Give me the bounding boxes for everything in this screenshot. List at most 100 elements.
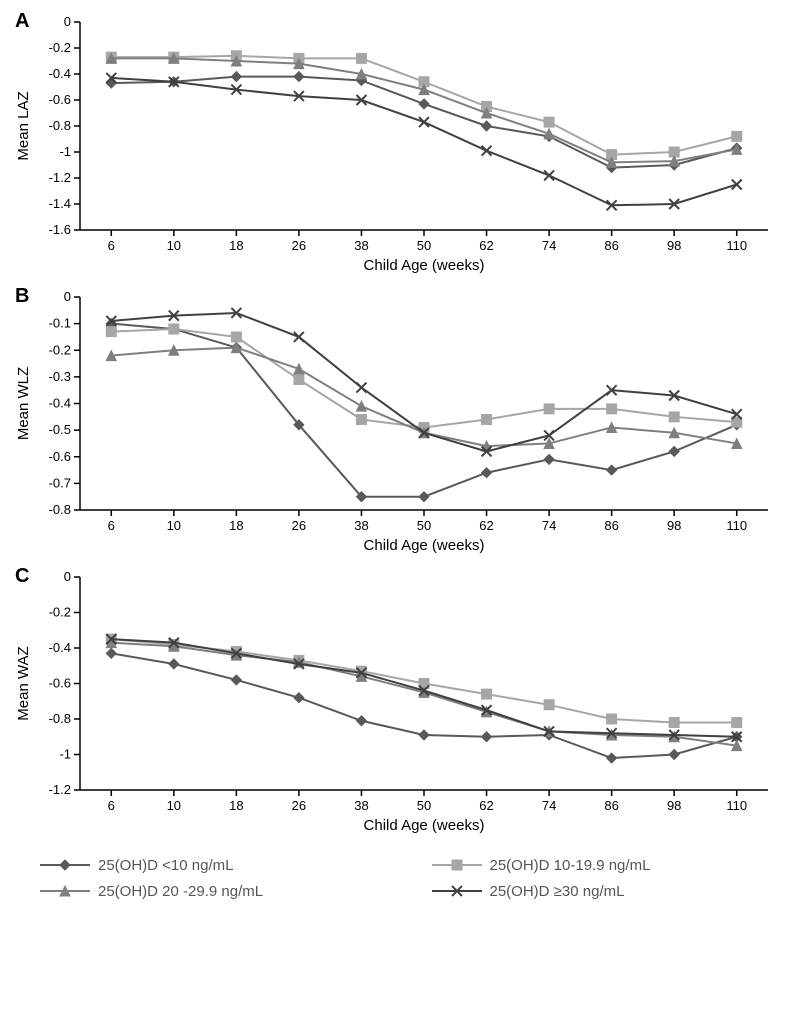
series-marker-s2 bbox=[544, 117, 554, 127]
y-tick-label: 0 bbox=[64, 14, 71, 29]
panel-B: B0-0.1-0.2-0.3-0.4-0.5-0.6-0.7-0.8610182… bbox=[10, 285, 783, 560]
series-line-s3 bbox=[111, 58, 736, 162]
x-tick-label: 98 bbox=[667, 238, 681, 253]
y-tick-label: -0.8 bbox=[49, 118, 71, 133]
figure-container: A0-0.2-0.4-0.6-0.8-1-1.2-1.4-1.661018263… bbox=[10, 10, 783, 901]
y-tick-label: -0.4 bbox=[49, 66, 71, 81]
series-marker-s1 bbox=[669, 750, 679, 760]
legend-label: 25(OH)D ≥30 ng/mL bbox=[490, 883, 625, 900]
x-tick-label: 50 bbox=[417, 238, 431, 253]
x-tick-label: 98 bbox=[667, 798, 681, 813]
chart-svg-B: 0-0.1-0.2-0.3-0.4-0.5-0.6-0.7-0.86101826… bbox=[10, 285, 783, 560]
series-marker-s2 bbox=[669, 412, 679, 422]
x-tick-label: 38 bbox=[354, 798, 368, 813]
series-marker-s1 bbox=[169, 659, 179, 669]
legend-item-s1: 25(OH)D <10 ng/mL bbox=[40, 855, 392, 875]
series-marker-s1 bbox=[607, 753, 617, 763]
x-tick-label: 86 bbox=[604, 238, 618, 253]
x-tick-label: 26 bbox=[292, 518, 306, 533]
series-marker-s1 bbox=[294, 693, 304, 703]
x-tick-label: 18 bbox=[229, 238, 243, 253]
y-tick-label: -1.2 bbox=[49, 782, 71, 797]
x-tick-label: 6 bbox=[108, 798, 115, 813]
legend-marker-s3 bbox=[40, 881, 90, 901]
x-tick-label: 10 bbox=[167, 238, 181, 253]
panel-label-C: C bbox=[15, 565, 29, 588]
chart-svg-C: 0-0.2-0.4-0.6-0.8-1-1.261018263850627486… bbox=[10, 565, 783, 840]
series-marker-s4 bbox=[732, 180, 742, 190]
series-marker-s3 bbox=[356, 401, 366, 411]
y-tick-label: -0.2 bbox=[49, 605, 71, 620]
x-tick-label: 62 bbox=[479, 518, 493, 533]
y-axis-title: Mean WLZ bbox=[15, 367, 32, 440]
y-tick-label: -0.7 bbox=[49, 475, 71, 490]
x-tick-label: 18 bbox=[229, 798, 243, 813]
y-axis-title: Mean LAZ bbox=[15, 91, 32, 160]
x-tick-label: 6 bbox=[108, 238, 115, 253]
series-marker-s2 bbox=[169, 324, 179, 334]
series-marker-s1 bbox=[106, 78, 116, 88]
legend-marker-s2 bbox=[432, 855, 482, 875]
series-marker-s2 bbox=[356, 414, 366, 424]
y-tick-label: -0.6 bbox=[49, 676, 71, 691]
legend-item-s3: 25(OH)D 20 -29.9 ng/mL bbox=[40, 881, 392, 901]
series-marker-s1 bbox=[669, 446, 679, 456]
x-tick-label: 50 bbox=[417, 798, 431, 813]
x-tick-label: 38 bbox=[354, 238, 368, 253]
series-marker-s2 bbox=[544, 404, 554, 414]
series-marker-s3 bbox=[544, 129, 554, 139]
series-marker-s1 bbox=[419, 99, 429, 109]
y-tick-label: -0.4 bbox=[49, 396, 71, 411]
series-marker-s1 bbox=[482, 468, 492, 478]
y-tick-label: -0.8 bbox=[49, 502, 71, 517]
y-tick-label: -0.6 bbox=[49, 449, 71, 464]
series-marker-s1 bbox=[294, 72, 304, 82]
series-marker-s2 bbox=[544, 700, 554, 710]
series-line-s1 bbox=[111, 653, 736, 758]
series-marker-s1 bbox=[544, 454, 554, 464]
legend: 25(OH)D <10 ng/mL 25(OH)D 10-19.9 ng/mL … bbox=[10, 855, 783, 901]
series-marker-s4 bbox=[356, 383, 366, 393]
x-tick-label: 110 bbox=[726, 238, 747, 253]
series-marker-s1 bbox=[419, 730, 429, 740]
legend-marker-s1 bbox=[40, 855, 90, 875]
legend-marker-s4 bbox=[432, 881, 482, 901]
y-tick-label: -1 bbox=[59, 144, 71, 159]
y-tick-label: 0 bbox=[64, 289, 71, 304]
series-marker-s3 bbox=[294, 364, 304, 374]
series-marker-s4 bbox=[419, 117, 429, 127]
series-marker-s2 bbox=[482, 689, 492, 699]
y-tick-label: -1.4 bbox=[49, 196, 71, 211]
y-axis-title: Mean WAZ bbox=[15, 646, 32, 720]
series-marker-s2 bbox=[106, 327, 116, 337]
y-tick-label: -0.6 bbox=[49, 92, 71, 107]
series-line-s4 bbox=[111, 78, 736, 205]
x-tick-label: 62 bbox=[479, 798, 493, 813]
series-marker-s2 bbox=[732, 131, 742, 141]
x-tick-label: 26 bbox=[292, 798, 306, 813]
series-marker-s2 bbox=[356, 53, 366, 63]
y-tick-label: 0 bbox=[64, 569, 71, 584]
y-tick-label: -0.3 bbox=[49, 369, 71, 384]
x-tick-label: 10 bbox=[167, 798, 181, 813]
x-axis-title: Child Age (weeks) bbox=[364, 817, 485, 834]
legend-label: 25(OH)D 20 -29.9 ng/mL bbox=[98, 883, 263, 900]
x-tick-label: 6 bbox=[108, 518, 115, 533]
series-marker-s2 bbox=[294, 375, 304, 385]
legend-item-s2: 25(OH)D 10-19.9 ng/mL bbox=[432, 855, 784, 875]
series-marker-s4 bbox=[294, 332, 304, 342]
panel-label-A: A bbox=[15, 10, 29, 33]
series-marker-s4 bbox=[482, 146, 492, 156]
x-tick-label: 26 bbox=[292, 238, 306, 253]
series-marker-s2 bbox=[669, 718, 679, 728]
y-tick-label: -0.2 bbox=[49, 40, 71, 55]
x-tick-label: 74 bbox=[542, 798, 556, 813]
series-marker-s2 bbox=[482, 414, 492, 424]
x-tick-label: 86 bbox=[604, 798, 618, 813]
y-tick-label: -1 bbox=[59, 747, 71, 762]
series-marker-s2 bbox=[231, 332, 241, 342]
x-tick-label: 62 bbox=[479, 238, 493, 253]
y-tick-label: -0.5 bbox=[49, 422, 71, 437]
series-marker-s1 bbox=[482, 121, 492, 131]
x-axis-title: Child Age (weeks) bbox=[364, 537, 485, 554]
